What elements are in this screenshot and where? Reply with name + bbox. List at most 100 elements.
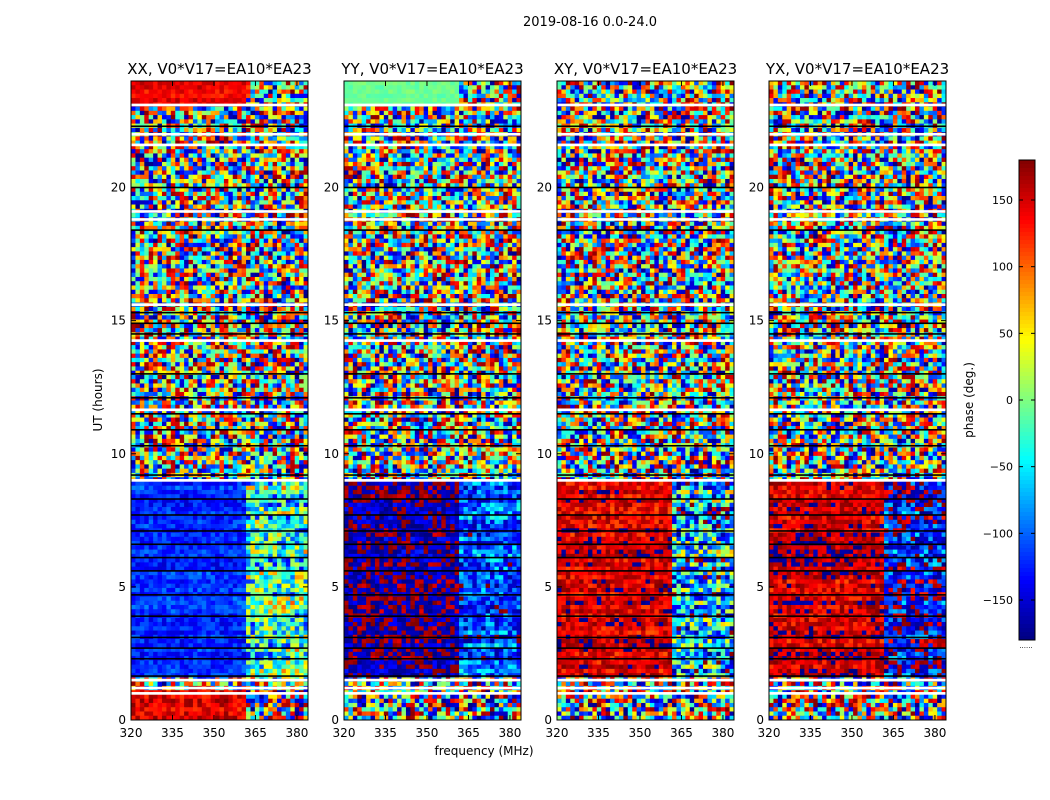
colorbar-step	[1019, 288, 1035, 293]
y-tick-label: 0	[331, 713, 339, 727]
x-tick-label: 320	[333, 726, 356, 740]
flag-line	[131, 311, 308, 314]
colorbar-step	[1019, 420, 1035, 425]
flag-line	[344, 444, 521, 447]
panel-frame	[556, 80, 735, 721]
flag-line	[344, 636, 521, 639]
gap-band	[344, 103, 521, 107]
colorbar-step	[1019, 560, 1035, 565]
flag-line	[344, 530, 521, 532]
flag-line	[557, 543, 734, 546]
flag-line	[344, 397, 521, 399]
colorbar-step	[1019, 548, 1035, 553]
colorbar-step	[1019, 492, 1035, 497]
flag-line	[557, 373, 734, 375]
x-tick-label: 365	[244, 726, 267, 740]
y-tick-label: 15	[537, 314, 552, 328]
flag-line	[344, 594, 521, 596]
gap-band	[769, 479, 946, 482]
flag-line	[769, 543, 946, 546]
x-tick-label: 350	[416, 726, 439, 740]
colorbar-step	[1019, 388, 1035, 393]
gap-band	[131, 678, 308, 682]
colorbar-step	[1019, 424, 1035, 429]
gap-band	[344, 686, 521, 690]
colorbar-step	[1019, 164, 1035, 169]
gap-band	[769, 210, 946, 213]
flag-line	[557, 311, 734, 314]
x-tick-label: 380	[498, 726, 521, 740]
colorbar-step	[1019, 196, 1035, 201]
colorbar-step	[1019, 284, 1035, 289]
flag-line	[769, 570, 946, 572]
flag-line	[131, 514, 308, 516]
colorbar-step	[1019, 436, 1035, 441]
colorbar-step	[1019, 564, 1035, 569]
flag-line	[344, 675, 521, 677]
flag-line	[769, 474, 946, 476]
colorbar-step	[1019, 384, 1035, 389]
flag-line	[557, 428, 734, 431]
gap-band	[557, 479, 734, 482]
gap-band	[131, 143, 308, 147]
x-tick-label: 350	[841, 726, 864, 740]
y-tick-label: 15	[749, 314, 764, 328]
colorbar-step	[1019, 580, 1035, 585]
flag-line	[557, 333, 734, 335]
colorbar-step	[1019, 484, 1035, 489]
flag-line	[131, 322, 308, 325]
flag-line	[769, 311, 946, 314]
colorbar-step	[1019, 540, 1035, 545]
x-tick-label: 320	[758, 726, 781, 740]
colorbar-step	[1019, 504, 1035, 509]
gap-band	[344, 210, 521, 213]
gap-band	[131, 218, 308, 221]
flag-line	[131, 397, 308, 399]
colorbar-tick-label: −150	[983, 594, 1013, 607]
colorbar-step	[1019, 416, 1035, 421]
y-tick-label: 5	[756, 580, 764, 594]
flag-line	[769, 647, 946, 649]
gap-band	[557, 303, 734, 306]
gap-band	[769, 303, 946, 306]
colorbar-tick-label: 50	[999, 327, 1013, 340]
colorbar-step	[1019, 592, 1035, 597]
flag-line	[769, 186, 946, 189]
colorbar-step	[1019, 556, 1035, 561]
flag-line	[131, 570, 308, 572]
heatmap-panels: XX, V0*V17=EA10*EA23 320 335 350 365 380 0 5 10 1…	[111, 60, 949, 740]
colorbar-step	[1019, 264, 1035, 269]
colorbar-step	[1019, 380, 1035, 385]
gap-band	[131, 339, 308, 342]
colorbar-tick-label: 100	[992, 261, 1013, 274]
gap-band	[769, 408, 946, 412]
colorbar-step	[1019, 352, 1035, 357]
colorbar-step	[1019, 460, 1035, 465]
x-tick-label: 335	[799, 726, 822, 740]
flag-line	[557, 444, 734, 447]
panel-title: YY, V0*V17=EA10*EA23	[340, 60, 523, 78]
colorbar-step	[1019, 628, 1035, 633]
gap-band	[557, 408, 734, 412]
colorbar-step	[1019, 292, 1035, 297]
colorbar-step	[1019, 320, 1035, 325]
flag-line	[557, 413, 734, 415]
y-axis-label: UT (hours)	[91, 368, 105, 431]
flag-line	[131, 229, 308, 231]
colorbar-step	[1019, 464, 1035, 469]
gap-band	[344, 678, 521, 682]
colorbar-step	[1019, 360, 1035, 365]
colorbar-step	[1019, 368, 1035, 373]
colorbar-step	[1019, 520, 1035, 525]
colorbar-step	[1019, 544, 1035, 549]
colorbar-step	[1019, 440, 1035, 445]
flag-line	[131, 675, 308, 677]
colorbar-step	[1019, 188, 1035, 193]
flag-line	[344, 514, 521, 516]
flag-line	[557, 397, 734, 399]
gap-band	[344, 408, 521, 412]
x-axis-label: frequency (MHz)	[434, 744, 533, 758]
colorbar-step	[1019, 536, 1035, 541]
colorbar-step	[1019, 524, 1035, 529]
gap-band	[557, 339, 734, 342]
